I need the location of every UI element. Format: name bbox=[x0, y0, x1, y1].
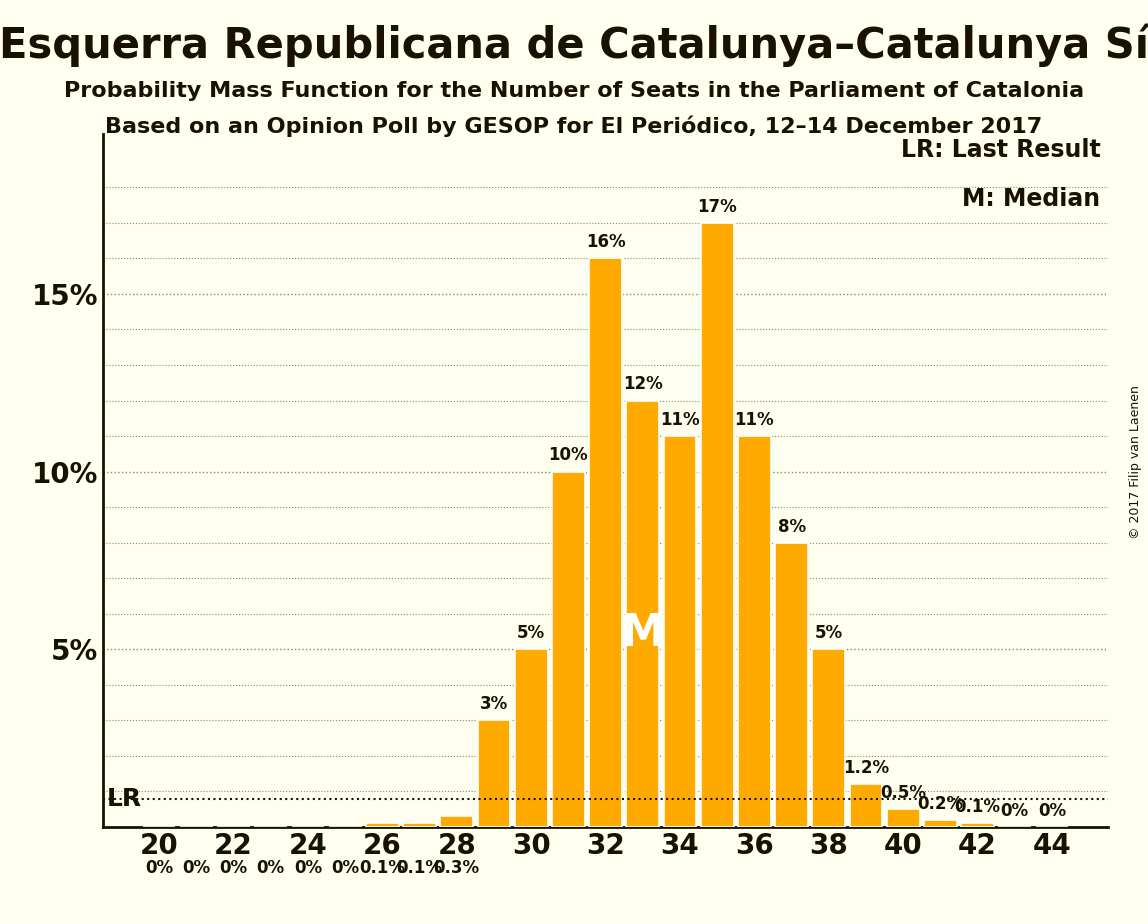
Text: 8%: 8% bbox=[777, 517, 806, 536]
Text: Probability Mass Function for the Number of Seats in the Parliament of Catalonia: Probability Mass Function for the Number… bbox=[64, 81, 1084, 102]
Bar bbox=[924, 820, 956, 827]
Text: 11%: 11% bbox=[735, 411, 774, 429]
Text: 17%: 17% bbox=[697, 198, 737, 215]
Bar bbox=[886, 809, 920, 827]
Bar bbox=[589, 259, 622, 827]
Bar bbox=[813, 650, 845, 827]
Text: 0.1%: 0.1% bbox=[955, 798, 1001, 816]
Text: 0%: 0% bbox=[1038, 802, 1066, 820]
Bar bbox=[627, 400, 659, 827]
Text: LR: Last Result: LR: Last Result bbox=[901, 138, 1101, 162]
Text: 5%: 5% bbox=[815, 625, 843, 642]
Text: 16%: 16% bbox=[585, 233, 626, 251]
Bar bbox=[664, 436, 697, 827]
Bar bbox=[366, 823, 398, 827]
Text: © 2017 Filip van Laenen: © 2017 Filip van Laenen bbox=[1130, 385, 1142, 539]
Text: 3%: 3% bbox=[480, 695, 509, 713]
Text: 12%: 12% bbox=[623, 375, 662, 394]
Text: 0.5%: 0.5% bbox=[881, 784, 926, 802]
Bar bbox=[850, 784, 883, 827]
Text: 0%: 0% bbox=[1001, 802, 1029, 820]
Bar bbox=[961, 823, 994, 827]
Bar bbox=[514, 650, 548, 827]
Bar bbox=[738, 436, 770, 827]
Text: Based on an Opinion Poll by GESOP for El Periódico, 12–14 December 2017: Based on an Opinion Poll by GESOP for El… bbox=[106, 116, 1042, 137]
Text: 0%: 0% bbox=[294, 859, 321, 877]
Text: 10%: 10% bbox=[549, 446, 588, 465]
Text: Esquerra Republicana de Catalunya–Catalunya Sí: Esquerra Republicana de Catalunya–Catalu… bbox=[0, 23, 1148, 67]
Bar bbox=[441, 816, 473, 827]
Text: 0.2%: 0.2% bbox=[917, 795, 963, 813]
Text: 0%: 0% bbox=[183, 859, 210, 877]
Text: 0.3%: 0.3% bbox=[434, 859, 480, 877]
Text: 1.2%: 1.2% bbox=[843, 760, 889, 777]
Bar bbox=[775, 542, 808, 827]
Text: 0%: 0% bbox=[219, 859, 248, 877]
Text: 5%: 5% bbox=[517, 625, 545, 642]
Text: 0%: 0% bbox=[145, 859, 173, 877]
Bar bbox=[700, 223, 734, 827]
Text: M: M bbox=[621, 612, 665, 654]
Text: 0.1%: 0.1% bbox=[396, 859, 442, 877]
Text: M: Median: M: Median bbox=[962, 188, 1101, 212]
Bar bbox=[552, 471, 584, 827]
Bar bbox=[403, 823, 436, 827]
Text: 0%: 0% bbox=[331, 859, 359, 877]
Text: 0.1%: 0.1% bbox=[359, 859, 405, 877]
Text: LR: LR bbox=[107, 786, 142, 810]
Text: 0%: 0% bbox=[257, 859, 285, 877]
Bar bbox=[478, 721, 511, 827]
Text: 11%: 11% bbox=[660, 411, 700, 429]
